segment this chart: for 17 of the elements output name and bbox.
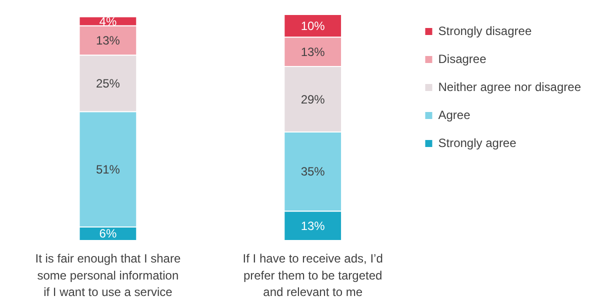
data-label: 29% xyxy=(300,92,326,106)
legend-label: Disagree xyxy=(438,52,486,66)
data-label: 4% xyxy=(99,14,117,28)
data-label: 25% xyxy=(96,76,120,90)
data-label: 10% xyxy=(300,18,326,33)
legend-label: Strongly disagree xyxy=(438,24,532,38)
legend-label: Neither agree nor disagree xyxy=(438,80,581,94)
data-label: 6% xyxy=(99,226,117,241)
data-label: 13% xyxy=(300,218,326,233)
data-label: 51% xyxy=(96,162,120,176)
x-tick-label: It is fair enough that I share some personal information if I want to use a service xyxy=(35,252,181,300)
legend-label: Strongly agree xyxy=(438,136,516,150)
data-label: 35% xyxy=(300,164,326,179)
x-tick-label: If I have to receive ads, I’d prefer them to be targeted and relevant to me xyxy=(242,252,383,300)
data-label: 13% xyxy=(300,44,326,59)
legend-label: Agree xyxy=(438,108,470,122)
data-label: 13% xyxy=(96,33,120,48)
